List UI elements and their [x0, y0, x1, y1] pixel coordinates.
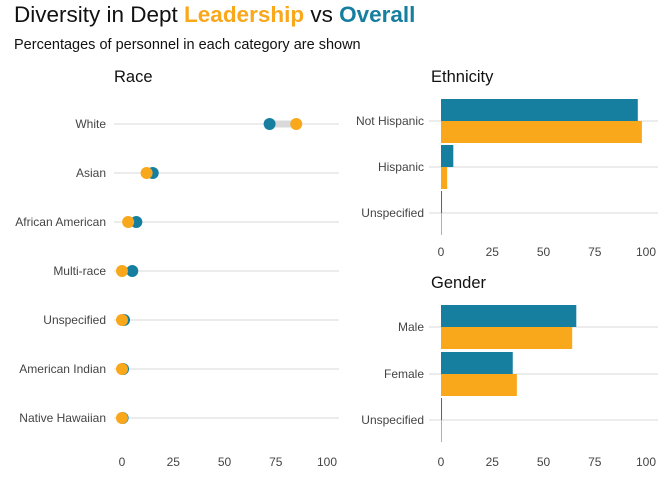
- race-label-african-american: African American: [15, 215, 106, 229]
- ethnicity-xtick-75: 75: [588, 245, 602, 259]
- race-point-leadership-multi-race: [116, 265, 128, 277]
- race-point-leadership-native-hawaiian: [116, 412, 128, 424]
- ethnicity-bar-leadership-hispanic: [441, 167, 448, 189]
- chart-title: Diversity in Dept Leadership vs Overall: [14, 2, 415, 28]
- gender-bar-leadership-male: [441, 327, 573, 349]
- race-point-leadership-african-american: [122, 216, 135, 228]
- race-label-unspecified: Unspecified: [43, 313, 106, 327]
- title-overall: Overall: [339, 2, 416, 27]
- race-panel: White Asian African American Multi-race Unsp…: [15, 117, 339, 469]
- race-xtick-50: 50: [218, 455, 232, 469]
- gender-xtick-100: 100: [636, 455, 656, 469]
- gender-label-unspecified: Unspecified: [361, 413, 424, 427]
- race-xtick-100: 100: [317, 455, 337, 469]
- ethnicity-xtick-25: 25: [486, 245, 500, 259]
- race-point-leadership-asian: [140, 167, 153, 179]
- gender-label-female: Female: [384, 367, 424, 381]
- ethnicity-panel: Not Hispanic Hispanic Unspecified 0 25 50 75 10…: [356, 99, 658, 259]
- title-prefix: Diversity in Dept: [14, 2, 185, 27]
- ethnicity-label-unspecified: Unspecified: [361, 206, 424, 220]
- gender-bar-overall-male: [441, 305, 577, 327]
- gender-bar-leadership-unspecified: [441, 420, 442, 442]
- race-panel-title: Race: [114, 68, 153, 86]
- ethnicity-panel-title: Ethnicity: [431, 68, 494, 86]
- ethnicity-xtick-0: 0: [438, 245, 445, 259]
- gender-xtick-50: 50: [537, 455, 551, 469]
- race-label-white: White: [75, 117, 106, 131]
- race-point-leadership-american-indian: [116, 363, 128, 375]
- ethnicity-label-not-hispanic: Not Hispanic: [356, 114, 424, 128]
- gender-xtick-25: 25: [486, 455, 500, 469]
- race-point-leadership-white: [290, 118, 303, 130]
- ethnicity-xtick-50: 50: [537, 245, 551, 259]
- ethnicity-bar-leadership-unspecified: [441, 213, 442, 235]
- race-point-overall-white: [263, 118, 276, 130]
- gender-bar-leadership-female: [441, 374, 517, 396]
- race-label-american-indian: American Indian: [19, 362, 106, 376]
- race-xtick-0: 0: [119, 455, 126, 469]
- race-label-multi-race: Multi-race: [53, 264, 106, 278]
- race-label-native-hawaiian: Native Hawaiian: [19, 411, 106, 425]
- gender-label-male: Male: [398, 320, 424, 334]
- race-point-leadership-unspecified: [116, 314, 128, 326]
- gender-xtick-0: 0: [438, 455, 445, 469]
- ethnicity-bar-overall-hispanic: [441, 145, 454, 167]
- title-vs: vs: [304, 2, 340, 27]
- gender-panel-title: Gender: [431, 274, 487, 292]
- race-point-overall-multi-race: [126, 265, 139, 277]
- gender-xtick-75: 75: [588, 455, 602, 469]
- gender-bar-overall-unspecified: [441, 398, 443, 420]
- ethnicity-label-hispanic: Hispanic: [378, 160, 424, 174]
- gender-bar-overall-female: [441, 352, 513, 374]
- chart-subtitle: Percentages of personnel in each categor…: [14, 37, 361, 53]
- race-point-overall-african-american: [130, 216, 143, 228]
- gender-panel: Male Female Unspecified 0 25 50 75 100: [361, 305, 658, 469]
- ethnicity-bar-overall-not-hispanic: [441, 99, 638, 121]
- title-leadership: Leadership: [184, 2, 305, 27]
- race-xtick-75: 75: [269, 455, 283, 469]
- ethnicity-bar-leadership-not-hispanic: [441, 121, 642, 143]
- race-xtick-25: 25: [167, 455, 181, 469]
- race-label-asian: Asian: [76, 166, 106, 180]
- ethnicity-xtick-100: 100: [636, 245, 656, 259]
- ethnicity-bar-overall-unspecified: [441, 191, 443, 213]
